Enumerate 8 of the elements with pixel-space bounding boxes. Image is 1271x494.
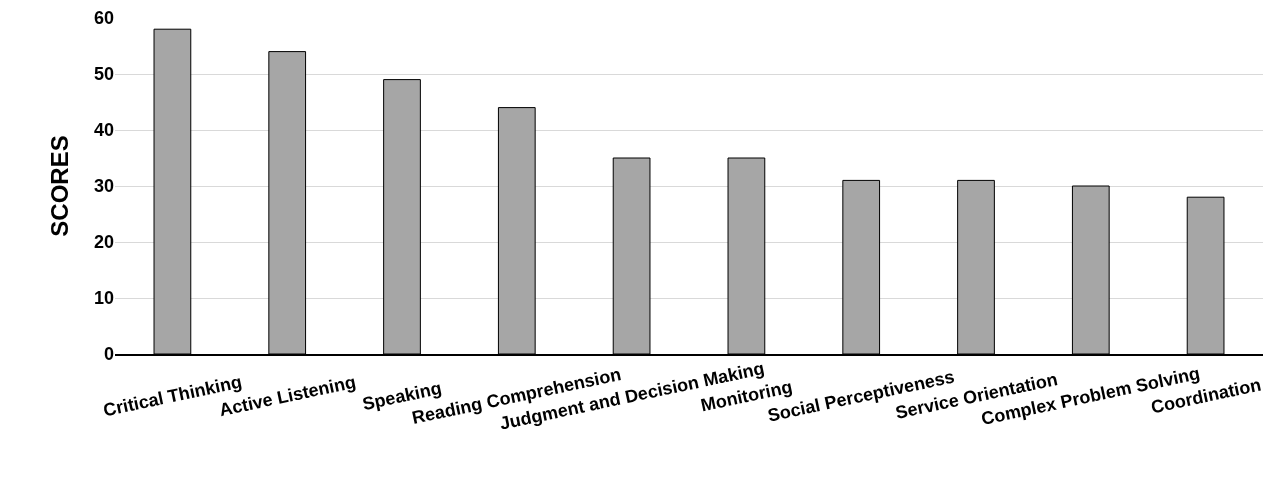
y-tick-label: 60 bbox=[93, 8, 114, 29]
y-axis-title: SCORES bbox=[46, 135, 74, 237]
y-tick-label: 0 bbox=[103, 344, 114, 365]
y-tick-label: 50 bbox=[93, 64, 114, 85]
y-tick-label: 20 bbox=[93, 232, 114, 253]
y-tick-label: 30 bbox=[93, 176, 114, 197]
y-tick-label: 40 bbox=[93, 120, 114, 141]
y-tick-label: 10 bbox=[93, 288, 114, 309]
